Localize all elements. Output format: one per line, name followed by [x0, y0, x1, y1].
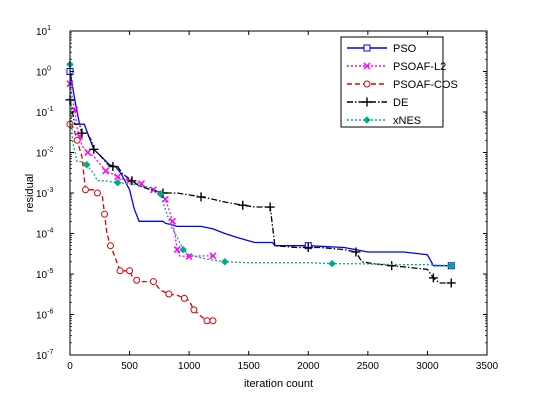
- series-psoaf-cos: [66, 120, 217, 325]
- x-tick-label: 0: [67, 361, 73, 372]
- data-point: [185, 252, 193, 261]
- legend-label: PSO: [393, 43, 417, 55]
- legend-marker: [363, 80, 371, 88]
- legend-label: PSOAF-COS: [393, 79, 458, 91]
- x-tick-label: 3000: [416, 361, 439, 372]
- data-point: [303, 243, 313, 253]
- x-tick-label: 3500: [476, 361, 499, 372]
- legend-label: xNES: [393, 115, 421, 127]
- x-tick-label: 500: [121, 361, 138, 372]
- y-tick-label: 10-5: [36, 268, 53, 281]
- y-tick-label: 101: [36, 25, 51, 38]
- series-line: [69, 99, 452, 284]
- y-tick-label: 10-4: [36, 228, 53, 241]
- y-tick-label: 10-2: [36, 147, 53, 160]
- data-point: [81, 186, 89, 194]
- axes: 0 500 1000 1500 2000 2500 3000 3500 101 100 10-1 10…: [36, 25, 499, 372]
- data-point: [116, 267, 124, 275]
- y-tick-label: 10-6: [36, 309, 53, 322]
- y-axis-label: residual: [24, 174, 36, 213]
- legend-marker: [363, 62, 371, 70]
- data-point: [196, 192, 206, 202]
- data-point: [179, 245, 188, 254]
- data-point: [93, 189, 101, 197]
- data-point: [238, 200, 248, 210]
- x-tick-label: 1000: [178, 361, 201, 372]
- series-line: [69, 64, 452, 267]
- data-point: [428, 273, 438, 283]
- data-point: [203, 317, 211, 325]
- data-point: [114, 173, 122, 181]
- data-point: [156, 190, 165, 198]
- series-xnes: [66, 60, 456, 270]
- legend-box: [340, 36, 444, 128]
- data-point: [165, 290, 173, 298]
- data-point: [265, 202, 275, 212]
- data-point: [89, 144, 99, 154]
- x-axis-label: iteration count: [244, 378, 313, 390]
- data-point: [102, 167, 110, 175]
- data-point: [84, 148, 92, 157]
- legend-marker: [363, 116, 371, 124]
- data-point: [209, 317, 217, 325]
- data-point: [137, 180, 146, 188]
- legend: PSO PSOAF-L2 PSOAF-COS DE xNES: [340, 36, 458, 128]
- data-point: [190, 306, 198, 314]
- data-point: [127, 176, 137, 186]
- plot-marks: [65, 60, 456, 325]
- data-point: [173, 246, 181, 254]
- y-tick-label: 10-3: [36, 187, 53, 200]
- data-point: [209, 252, 217, 260]
- legend-marker: [363, 44, 371, 52]
- data-point: [149, 278, 157, 286]
- data-point: [328, 259, 336, 268]
- data-point: [113, 178, 122, 187]
- data-point: [180, 294, 188, 302]
- data-point: [101, 210, 109, 218]
- data-point: [107, 242, 115, 250]
- data-point: [446, 278, 456, 288]
- data-point: [447, 261, 456, 270]
- data-point: [126, 267, 134, 275]
- legend-label: DE: [393, 97, 408, 109]
- y-tick-label: 100: [36, 66, 51, 79]
- data-point: [221, 257, 229, 266]
- data-point: [73, 136, 81, 144]
- legend-marker: [362, 97, 372, 107]
- data-point: [133, 276, 141, 284]
- x-tick-label: 1500: [238, 361, 261, 372]
- y-tick-label: 10-1: [36, 106, 53, 119]
- y-tick-label: 10-7: [36, 349, 53, 362]
- data-point: [108, 162, 118, 172]
- series-line: [69, 71, 452, 267]
- x-tick-label: 2500: [357, 361, 380, 372]
- legend-label: PSOAF-L2: [393, 61, 446, 73]
- data-point: [351, 247, 361, 257]
- data-point: [387, 261, 397, 271]
- data-point: [77, 128, 87, 138]
- x-tick-label: 2000: [297, 361, 320, 372]
- data-point: [82, 160, 91, 169]
- data-point: [149, 186, 157, 194]
